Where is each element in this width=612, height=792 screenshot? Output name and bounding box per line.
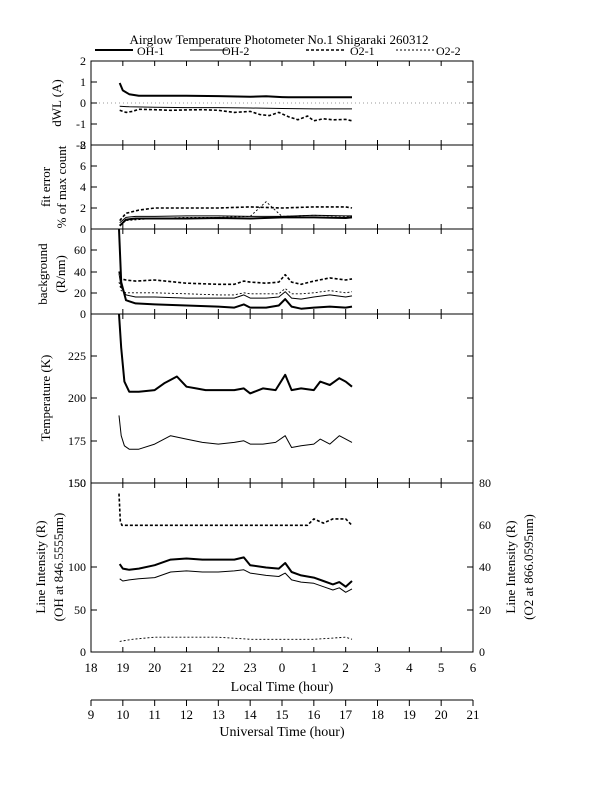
y-tick-label: 200 [68,391,86,405]
series-dwl-oh-2 [119,105,352,110]
y-right-tick-label: 80 [479,476,491,490]
y-tick-label: -1 [76,117,86,131]
y-tick-label: 0 [80,307,86,321]
series-dwl-oh-1 [118,82,352,99]
series-line-intensity-oh-1 [118,556,353,588]
series-background-oh-1 [118,228,353,310]
series-line-intensity-o2-1 [118,493,353,527]
y-tick-label: 175 [68,434,86,448]
series-line-intensity-o2-2 [119,636,353,642]
ut-tick-label: 18 [371,707,384,722]
series-line-intensity-oh-2 [119,569,353,593]
series-temperature-oh-2 [118,415,353,450]
y-tick-label: 40 [74,265,86,279]
y-axis-label: (R/nm) [53,255,68,293]
series-fit-error-o2-1 [119,206,353,222]
y-tick-label: 150 [68,476,86,490]
y-tick-label: 225 [68,349,86,363]
ut-tick-label: 12 [180,707,193,722]
chart-title: Airglow Temperature Photometer No.1 Shig… [130,32,429,47]
y-tick-label: -2 [76,138,86,152]
series-fit-error-o2-2 [119,201,352,226]
y-axis-label: % of max count [54,145,69,228]
y-axis-label: (O2 at 866.0595nm) [521,514,536,620]
local-time-tick-label: 2 [342,660,349,675]
legend-label-oh-2: OH-2 [222,44,249,58]
local-time-tick-label: 20 [148,660,161,675]
y-tick-label: 2 [80,54,86,68]
ut-tick-label: 15 [276,707,289,722]
ut-tick-label: 17 [339,707,353,722]
universal-time-label: Universal Time (hour) [219,725,345,740]
series-dwl-o2-1 [119,108,353,122]
series-background-oh-2 [118,273,353,300]
ut-tick-label: 10 [116,707,129,722]
series-temperature-oh-1 [118,313,353,395]
ut-tick-label: 21 [467,707,480,722]
ut-tick-label: 20 [435,707,448,722]
ut-tick-label: 13 [212,707,225,722]
local-time-tick-label: 3 [374,660,381,675]
y-axis-label: Line Intensity (R) [33,520,48,613]
local-time-tick-label: 4 [406,660,413,675]
panels: 210-1-2864206040200225200175150150100500… [33,54,536,659]
legend: OH-1 OH-2 O2-1 O2-2 [95,44,461,58]
y-tick-label: 2 [80,201,86,215]
y-tick-label: 1 [80,75,86,89]
y-axis-label: Line Intensity (R) [503,520,518,613]
local-time-tick-label: 21 [180,660,193,675]
series-fit-error-oh-1 [118,216,353,227]
legend-label-o2-1: O2-1 [350,44,375,58]
y-tick-label: 4 [80,180,86,194]
legend-label-oh-1: OH-1 [137,44,164,58]
local-time-tick-label: 19 [116,660,129,675]
y-tick-label: 60 [74,243,86,257]
local-time-tick-label: 5 [438,660,445,675]
local-time-tick-label: 22 [212,660,225,675]
local-time-tick-label: 18 [85,660,98,675]
local-time-tick-label: 1 [311,660,318,675]
y-axis-label: fit error [38,166,53,207]
ut-tick-label: 16 [307,707,321,722]
y-right-tick-label: 40 [479,560,491,574]
ut-tick-label: 9 [88,707,95,722]
local-time-tick-label: 6 [470,660,477,675]
ut-tick-label: 11 [148,707,161,722]
y-axis-label: background [35,243,50,305]
y-tick-label: 50 [74,603,86,617]
y-axis-label: dWL (A) [49,79,64,127]
y-axis-label: (OH at 846.5555nm) [51,513,66,622]
y-tick-label: 8 [80,138,86,152]
y-axis-label: Temperature (K) [38,355,53,442]
y-tick-label: 150 [68,476,86,490]
ut-tick-label: 14 [244,707,258,722]
series-background-o2-1 [118,271,353,286]
local-time-axis: 18 19 20 21 22 23 0 1 2 3 4 5 6 [85,660,477,675]
y-right-tick-label: 0 [479,645,485,659]
y-tick-label: 6 [80,159,86,173]
y-right-tick-label: 20 [479,603,491,617]
panel-frame-temperature [90,313,474,484]
y-tick-label: 0 [80,96,86,110]
y-tick-label: 0 [80,645,86,659]
local-time-tick-label: 23 [244,660,257,675]
y-tick-label: 100 [68,560,86,574]
y-tick-label: 20 [74,286,86,300]
local-time-label: Local Time (hour) [231,680,334,695]
local-time-tick-label: 0 [279,660,286,675]
universal-time-axis: 9 10 11 12 13 14 15 16 17 18 19 20 21 [88,699,480,722]
series-layer [118,82,353,642]
legend-label-o2-2: O2-2 [436,44,461,58]
y-right-tick-label: 60 [479,518,491,532]
ut-tick-label: 19 [403,707,416,722]
y-tick-label: 0 [80,222,86,236]
